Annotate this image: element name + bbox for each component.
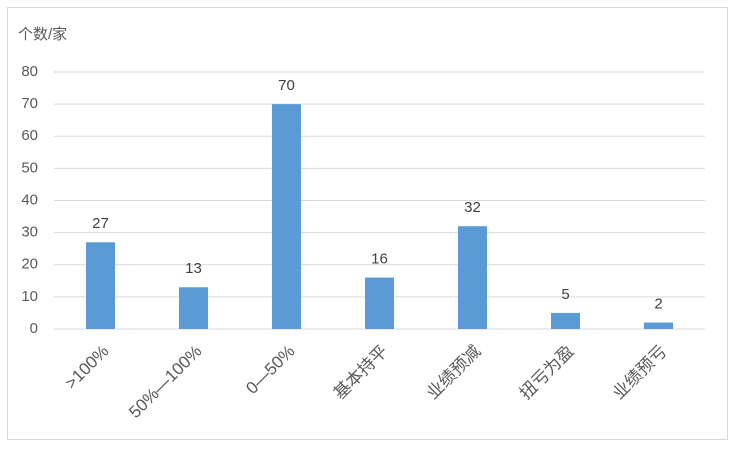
data-label: 5 [561,286,569,303]
y-axis-label: 个数/家 [18,26,67,43]
bar [458,226,487,329]
y-tick-label: 40 [21,191,38,208]
y-tick-label: 60 [21,127,38,144]
data-label: 70 [278,77,295,94]
data-label: 27 [92,215,109,232]
data-label: 32 [464,199,481,216]
bar [179,287,208,329]
data-label: 13 [185,260,202,277]
y-tick-label: 80 [21,63,38,80]
y-tick-label: 20 [21,256,38,273]
bar [272,104,301,329]
y-tick-label: 50 [21,159,38,176]
y-tick-label: 0 [30,320,38,337]
chart-border [7,7,728,440]
y-tick-label: 70 [21,95,38,112]
bar [86,242,115,329]
y-tick-label: 10 [21,288,38,305]
data-label: 2 [654,296,662,313]
data-label: 16 [371,251,388,268]
bar [365,277,394,329]
bar [551,312,580,329]
y-tick-label: 30 [21,224,38,241]
bar [644,322,673,329]
